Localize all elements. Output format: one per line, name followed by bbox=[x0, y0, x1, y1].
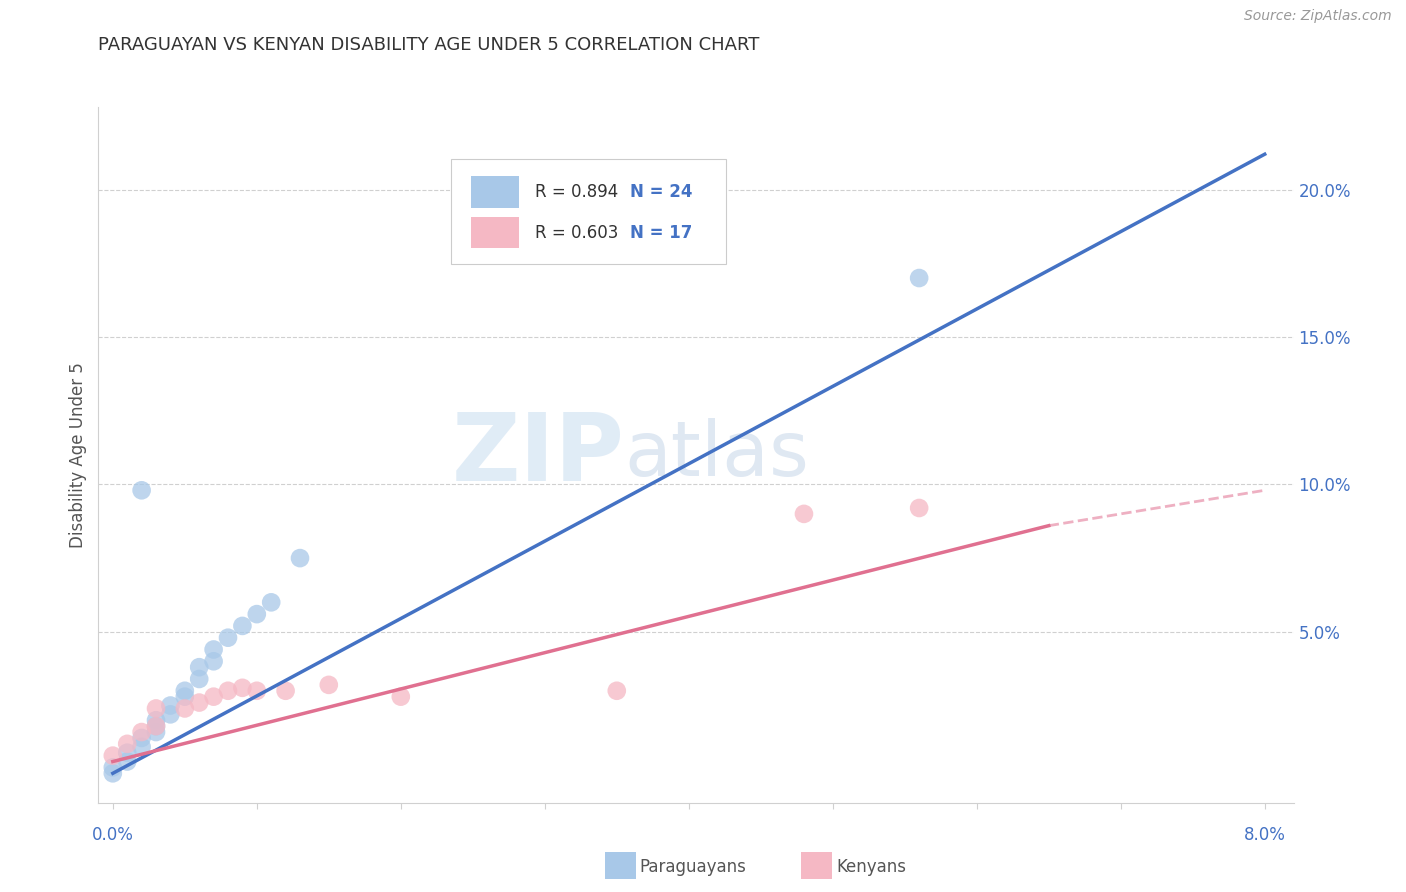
Point bbox=[173, 683, 195, 698]
Point bbox=[274, 683, 297, 698]
Point bbox=[202, 690, 225, 704]
Point bbox=[131, 739, 153, 754]
Point bbox=[908, 271, 931, 285]
Point bbox=[188, 660, 211, 674]
Text: PARAGUAYAN VS KENYAN DISABILITY AGE UNDER 5 CORRELATION CHART: PARAGUAYAN VS KENYAN DISABILITY AGE UNDE… bbox=[98, 36, 759, 54]
Point bbox=[318, 678, 340, 692]
Point bbox=[188, 672, 211, 686]
Point bbox=[217, 683, 239, 698]
Point bbox=[793, 507, 815, 521]
Point bbox=[145, 713, 167, 727]
Point bbox=[115, 737, 138, 751]
Point bbox=[202, 654, 225, 668]
Text: N = 17: N = 17 bbox=[630, 224, 693, 242]
Point bbox=[145, 719, 167, 733]
Point bbox=[101, 766, 124, 780]
Text: atlas: atlas bbox=[624, 418, 808, 491]
Point bbox=[389, 690, 412, 704]
Point bbox=[131, 731, 153, 745]
Point bbox=[101, 748, 124, 763]
Text: R = 0.603: R = 0.603 bbox=[534, 224, 619, 242]
Text: Kenyans: Kenyans bbox=[837, 858, 907, 876]
Text: N = 24: N = 24 bbox=[630, 183, 693, 201]
Point bbox=[246, 683, 269, 698]
FancyBboxPatch shape bbox=[471, 217, 519, 249]
Text: Paraguayans: Paraguayans bbox=[640, 858, 747, 876]
Text: ZIP: ZIP bbox=[451, 409, 624, 501]
Point bbox=[188, 696, 211, 710]
Point bbox=[217, 631, 239, 645]
Point bbox=[260, 595, 283, 609]
Point bbox=[908, 500, 931, 515]
Point bbox=[145, 719, 167, 733]
Point bbox=[115, 746, 138, 760]
Point bbox=[231, 681, 253, 695]
Point bbox=[101, 760, 124, 774]
Point bbox=[131, 725, 153, 739]
Text: 8.0%: 8.0% bbox=[1244, 826, 1285, 845]
Y-axis label: Disability Age Under 5: Disability Age Under 5 bbox=[69, 362, 87, 548]
Text: Source: ZipAtlas.com: Source: ZipAtlas.com bbox=[1244, 9, 1392, 23]
FancyBboxPatch shape bbox=[471, 177, 519, 208]
Point bbox=[288, 551, 311, 566]
Point bbox=[173, 701, 195, 715]
Point bbox=[159, 698, 181, 713]
Point bbox=[606, 683, 628, 698]
Text: 0.0%: 0.0% bbox=[91, 826, 134, 845]
Point bbox=[173, 690, 195, 704]
Point bbox=[115, 755, 138, 769]
Point bbox=[246, 607, 269, 621]
Point bbox=[145, 725, 167, 739]
Point bbox=[131, 483, 153, 498]
Text: R = 0.894: R = 0.894 bbox=[534, 183, 617, 201]
Point bbox=[159, 707, 181, 722]
Point bbox=[202, 642, 225, 657]
FancyBboxPatch shape bbox=[451, 159, 725, 263]
Point bbox=[145, 701, 167, 715]
Point bbox=[231, 619, 253, 633]
